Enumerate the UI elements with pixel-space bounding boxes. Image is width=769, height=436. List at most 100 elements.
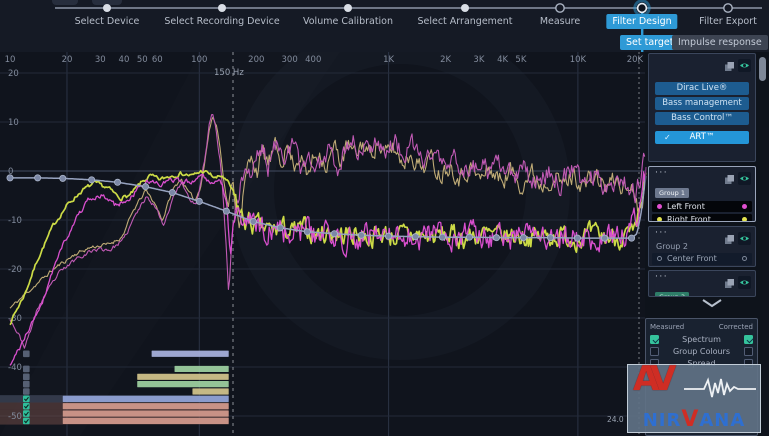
step-dot-select-recording-device[interactable] <box>218 4 226 12</box>
waveform-icon <box>684 377 756 398</box>
sidebar-scrollbar-thumb[interactable] <box>759 57 766 81</box>
band-checkbox-5[interactable] <box>23 388 30 395</box>
group-panel-2[interactable]: ··· Group 2 Center Front <box>648 226 756 267</box>
target-control-point[interactable] <box>276 224 284 232</box>
channel-row-right-front[interactable]: Right Front <box>652 213 752 221</box>
band-checkbox-1[interactable] <box>23 350 30 358</box>
target-control-point[interactable] <box>168 189 176 197</box>
step-dot-select-device[interactable] <box>103 4 111 12</box>
chevron-down-icon[interactable] <box>701 298 723 308</box>
module-button-dirac-live-[interactable]: Dirac Live® <box>655 82 749 95</box>
panel-menu-icon[interactable]: ··· <box>655 272 669 282</box>
band-checkbox-6[interactable] <box>23 395 30 403</box>
target-control-point[interactable] <box>519 234 527 242</box>
svg-text:30: 30 <box>95 55 106 65</box>
target-control-point[interactable] <box>492 234 500 242</box>
subtab-impulse-response[interactable]: Impulse response <box>672 35 768 50</box>
target-control-point[interactable] <box>303 228 311 236</box>
target-control-point[interactable] <box>465 233 473 241</box>
step-dot-filter-export[interactable] <box>723 3 733 13</box>
band-bar-5[interactable] <box>192 388 229 395</box>
target-control-point[interactable] <box>249 217 257 225</box>
eye-visibility-icon[interactable] <box>738 57 751 76</box>
stepper-bar: Select Device Select Recording Device Volu… <box>0 0 769 52</box>
crossover-frequency-label: 150 Hz <box>214 68 244 78</box>
eye-visibility-icon[interactable] <box>738 170 751 189</box>
channel-color-dot <box>657 216 662 221</box>
step-dot-volume-calibration[interactable] <box>344 4 352 12</box>
svg-text:200: 200 <box>248 55 264 65</box>
step-dot-measure[interactable] <box>555 3 565 13</box>
target-control-point[interactable] <box>384 232 392 240</box>
band-checkbox-8[interactable] <box>23 410 30 417</box>
svg-text:-50: -50 <box>8 412 22 422</box>
target-control-point[interactable] <box>142 183 150 191</box>
band-checkbox-3[interactable] <box>23 373 30 381</box>
band-checkbox-2[interactable] <box>23 365 30 373</box>
band-bar-9[interactable] <box>62 417 229 424</box>
group-panel-3[interactable]: ··· Group 3 <box>648 270 756 297</box>
logo-ana: ANA <box>699 410 746 431</box>
svg-text:3K: 3K <box>473 55 484 65</box>
group-name-chip: Group 3 <box>655 292 689 296</box>
target-control-point[interactable] <box>574 234 582 242</box>
step-select-arrangement[interactable]: Select Arrangement <box>417 16 513 27</box>
target-control-point[interactable] <box>88 176 96 184</box>
band-checkbox-4[interactable] <box>23 380 30 388</box>
step-select-device[interactable]: Select Device <box>74 16 140 27</box>
target-control-point[interactable] <box>195 197 203 205</box>
group-name-chip: Group 1 <box>655 188 689 198</box>
target-control-point[interactable] <box>330 230 338 238</box>
step-filter-export[interactable]: Filter Export <box>699 16 757 27</box>
step-dot-filter-design[interactable] <box>636 2 648 14</box>
panel-menu-icon[interactable]: ··· <box>655 228 669 238</box>
module-button-bass-control-[interactable]: Bass Control™ <box>655 112 749 125</box>
target-control-point[interactable] <box>59 174 67 182</box>
layers-icon[interactable] <box>724 57 735 76</box>
band-bar-3[interactable] <box>137 373 229 380</box>
band-bar-6[interactable] <box>62 395 229 402</box>
band-checkbox-9[interactable] <box>23 417 30 425</box>
target-control-point[interactable] <box>628 234 636 242</box>
band-checkbox-7[interactable] <box>23 402 30 410</box>
module-button-art[interactable]: ART™ ✓ <box>655 131 749 144</box>
step-measure[interactable]: Measure <box>539 16 581 27</box>
legend-row-label: Group Colours <box>672 346 731 356</box>
band-bar-2[interactable] <box>174 365 229 373</box>
band-bar-7[interactable] <box>62 403 229 410</box>
target-control-point[interactable] <box>547 234 555 242</box>
eye-visibility-icon[interactable] <box>738 274 751 293</box>
module-button-bass-management[interactable]: Bass management <box>655 97 749 110</box>
step-volume-calibration[interactable]: Volume Calibration <box>302 16 394 27</box>
svg-text:-10: -10 <box>8 216 22 226</box>
step-dot-select-arrangement[interactable] <box>461 4 469 12</box>
step-select-recording-device[interactable]: Select Recording Device <box>164 16 280 27</box>
checkbox-corrected-spectrum[interactable] <box>744 334 753 344</box>
channel-row-left-front[interactable]: Left Front <box>652 200 752 212</box>
checkbox-corrected-group-colours[interactable] <box>744 346 753 356</box>
target-control-point[interactable] <box>6 174 14 182</box>
channel-row-center-front[interactable]: Center Front <box>652 253 752 265</box>
target-control-point[interactable] <box>222 207 230 215</box>
svg-text:4K: 4K <box>497 55 508 65</box>
checkbox-measured-group-colours[interactable] <box>650 346 659 356</box>
panel-menu-icon[interactable]: ··· <box>655 168 669 178</box>
eye-visibility-icon[interactable] <box>738 230 751 249</box>
target-control-point[interactable] <box>601 234 609 242</box>
layers-icon[interactable] <box>724 230 735 249</box>
band-bar-8[interactable] <box>62 410 229 417</box>
target-control-point[interactable] <box>34 174 42 182</box>
layers-icon[interactable] <box>724 170 735 189</box>
step-filter-design[interactable]: Filter Design <box>606 14 678 29</box>
target-control-point[interactable] <box>357 231 365 239</box>
subtab-set-target[interactable]: Set target <box>620 35 680 50</box>
group-panel-1[interactable]: ··· Group 1 Left Front Right Front <box>648 166 756 222</box>
target-control-point[interactable] <box>114 178 122 186</box>
band-bar-4[interactable] <box>137 381 229 388</box>
checkbox-measured-spectrum[interactable] <box>650 334 659 344</box>
target-control-point[interactable] <box>438 233 446 241</box>
target-control-point[interactable] <box>411 233 419 241</box>
band-bar-1[interactable] <box>151 350 229 357</box>
layers-icon[interactable] <box>724 274 735 293</box>
